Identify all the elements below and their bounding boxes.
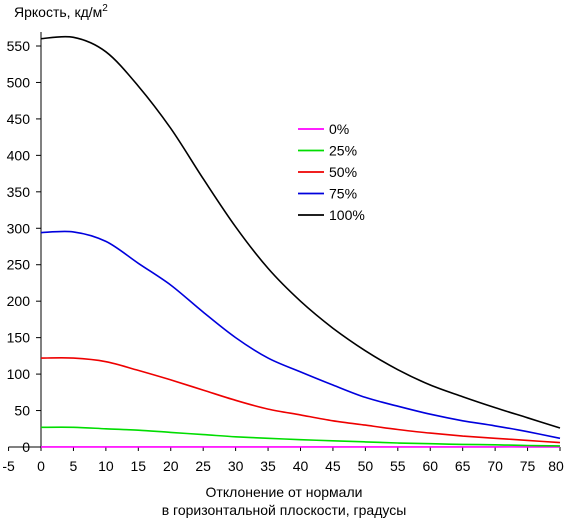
legend-label: 75% <box>329 186 357 202</box>
y-tick-label: 350 <box>7 184 31 200</box>
legend-label: 100% <box>329 207 365 223</box>
y-axis-title: Яркость, кд/м2 <box>14 3 108 20</box>
x-tick-label: 60 <box>422 458 438 474</box>
y-tick-label: 450 <box>7 111 31 127</box>
x-tick-label: 5 <box>70 458 78 474</box>
x-tick-labels: -5 0 5 10 15 20 25 30 35 40 45 50 55 60 65 70 75 80 <box>2 447 564 474</box>
x-tick-label: 40 <box>293 458 309 474</box>
y-tick-label: 550 <box>7 38 31 54</box>
x-tick-label: 80 <box>548 458 564 474</box>
y-tick-labels: 0 50 100 150 200 250 300 350 400 450 500 550 <box>7 38 41 455</box>
series-line-25pct <box>40 426 561 447</box>
x-tick-label: 10 <box>98 458 114 474</box>
y-tick-label: 100 <box>7 366 31 382</box>
x-tick-label: 30 <box>228 458 244 474</box>
x-axis-title-line2: в горизонтальной плоскости, градусы <box>162 502 407 518</box>
x-tick-label: 65 <box>455 458 471 474</box>
x-tick-label: 15 <box>131 458 147 474</box>
x-tick-label: 0 <box>37 458 45 474</box>
x-tick-label: 35 <box>260 458 276 474</box>
series-lines <box>40 35 561 448</box>
legend-label: 50% <box>329 164 357 180</box>
legend-label: 0% <box>329 121 349 137</box>
x-tick-label: 50 <box>358 458 374 474</box>
x-tick-label: 45 <box>325 458 341 474</box>
axes <box>8 32 560 448</box>
x-tick-label: 55 <box>390 458 406 474</box>
x-tick-label: 20 <box>163 458 179 474</box>
x-tick-label: -5 <box>2 458 15 474</box>
y-tick-label: 500 <box>7 74 31 90</box>
y-tick-label: 200 <box>7 293 31 309</box>
y-tick-label: 400 <box>7 147 31 163</box>
y-tick-label: 0 <box>22 439 30 455</box>
x-tick-label: 25 <box>195 458 211 474</box>
y-tick-label: 150 <box>7 330 31 346</box>
series-line-50pct <box>40 356 561 444</box>
x-tick-label: 70 <box>487 458 503 474</box>
y-tick-label: 300 <box>7 220 31 236</box>
series-line-100pct <box>40 35 561 429</box>
legend: 0% 25% 50% 75% 100% <box>298 121 365 223</box>
x-axis-title-line1: Отклонение от нормали <box>206 484 363 500</box>
series-line-75pct <box>40 230 561 440</box>
legend-label: 25% <box>329 143 357 159</box>
x-tick-label: 75 <box>520 458 536 474</box>
y-tick-label: 50 <box>14 403 30 419</box>
y-tick-label: 250 <box>7 257 31 273</box>
